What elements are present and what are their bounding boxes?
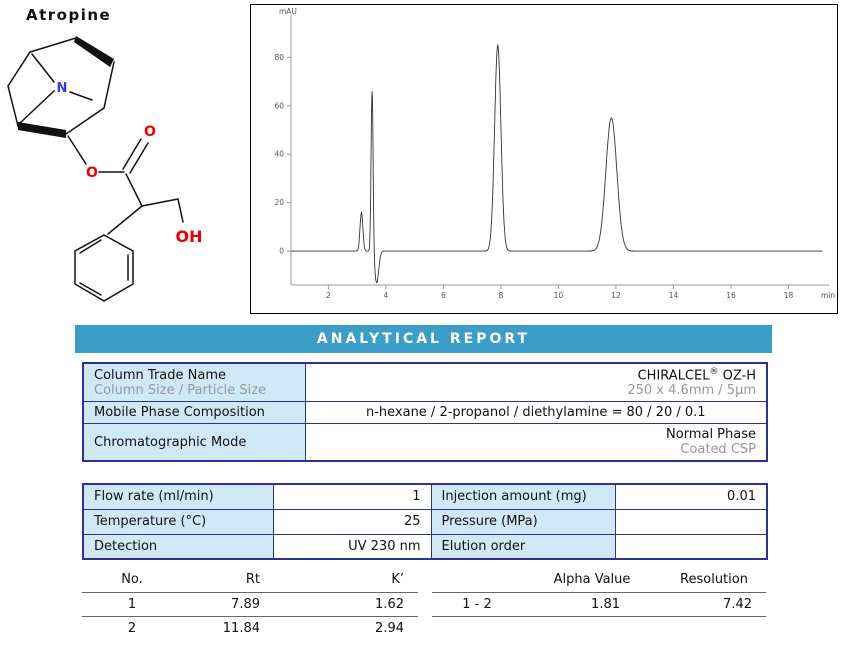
chromatogram-svg: 0 20 40 60 80 2 4 6 8 10 12 14 16 18 mAU min [274, 7, 835, 300]
molecule-title: Atropine [26, 6, 112, 24]
chromatographic-mode-value: Normal Phase Coated CSP [304, 423, 768, 462]
svg-text:60: 60 [274, 101, 284, 110]
pressure-label: Pressure (MPa) [430, 508, 616, 535]
detection-value: UV 230 nm [272, 533, 432, 560]
pressure-value [614, 508, 768, 535]
molecule-structure: N O O OH [7, 36, 203, 302]
wedge-bond-bottom [18, 122, 66, 138]
svg-text:18: 18 [784, 291, 794, 300]
table-row: Chromatographic Mode Normal Phase Coated… [82, 423, 768, 462]
elution-order-value [614, 533, 768, 560]
results-header-row: Alpha Value Resolution [432, 568, 766, 593]
parameters-table: Flow rate (ml/min) 1 Injection amount (m… [82, 483, 768, 560]
report-header: ANALYTICAL REPORT [75, 325, 772, 353]
svg-text:80: 80 [274, 53, 284, 62]
alpha-value-header: Alpha Value [522, 568, 662, 593]
table-row: Mobile Phase Composition n-hexane / 2-pr… [82, 401, 768, 425]
svg-text:2: 2 [326, 291, 331, 300]
svg-text:16: 16 [726, 291, 736, 300]
rt-header: Rt [182, 568, 300, 593]
temperature-value: 25 [272, 508, 432, 535]
detection-label: Detection [82, 533, 274, 560]
resolution-value: 7.42 [662, 592, 766, 617]
svg-text:20: 20 [274, 198, 284, 207]
svg-text:12: 12 [611, 291, 621, 300]
results-row-2: 2 11.84 2.94 [127, 620, 404, 636]
table-row: Detection UV 230 nm Elution order [82, 533, 768, 560]
svg-text:40: 40 [274, 150, 284, 159]
results-table-right: Alpha Value Resolution 1 - 2 1.81 7.42 [432, 568, 766, 640]
svg-text:0: 0 [279, 247, 284, 256]
chromatographic-mode-label: Chromatographic Mode [82, 423, 306, 462]
carbonyl-oxygen-label: O [144, 124, 156, 140]
no-header: No. [82, 568, 182, 593]
results-row-1: 1 7.89 1.62 [82, 592, 418, 617]
injection-amount-label: Injection amount (mg) [430, 483, 616, 510]
elution-order-label: Elution order [430, 533, 616, 560]
results-row-2 [432, 616, 766, 640]
svg-text:8: 8 [499, 291, 504, 300]
resolution-header: Resolution [662, 568, 766, 593]
mobile-phase-label: Mobile Phase Composition [82, 401, 306, 425]
column-trade-name-label: Column Trade Name Column Size / Particle… [82, 362, 306, 403]
x-axis-unit: min [821, 291, 835, 300]
table-row: Temperature (°C) 25 Pressure (MPa) [82, 508, 768, 535]
alpha-value: 1.81 [522, 592, 662, 617]
table-row: Flow rate (ml/min) 1 Injection amount (m… [82, 483, 768, 510]
svg-text:4: 4 [384, 291, 389, 300]
svg-text:10: 10 [554, 291, 564, 300]
chromatogram-trace [291, 43, 823, 284]
chromatogram-panel: 0 20 40 60 80 2 4 6 8 10 12 14 16 18 mAU min [250, 4, 838, 314]
y-axis-unit: mAU [279, 7, 297, 16]
svg-text:14: 14 [669, 291, 679, 300]
results-row-1: 1 - 2 1.81 7.42 [432, 592, 766, 617]
column-trade-name-value: CHIRALCEL® OZ-H 250 x 4.6mm / 5µm [304, 362, 768, 403]
wedge-bond-top [74, 36, 114, 67]
results-table-left: No. Rt K’ 1 7.89 1.62 2 11.84 2.94 [82, 568, 418, 640]
results-header-row: No. Rt K’ [82, 568, 418, 593]
flow-rate-value: 1 [272, 483, 432, 510]
svg-text:6: 6 [441, 291, 446, 300]
flow-rate-label: Flow rate (ml/min) [82, 483, 274, 510]
hydroxyl-label: OH [176, 227, 203, 246]
nitrogen-label: N [57, 81, 68, 96]
kprime-header: K’ [300, 568, 418, 593]
table-row: Column Trade Name Column Size / Particle… [82, 362, 768, 403]
ester-oxygen-label: O [86, 165, 98, 181]
mobile-phase-value: n-hexane / 2-propanol / diethylamine = 8… [304, 401, 768, 425]
injection-amount-value: 0.01 [614, 483, 768, 510]
results-section: No. Rt K’ 1 7.89 1.62 2 11.84 2.94 Alpha… [82, 568, 766, 640]
conditions-table: Column Trade Name Column Size / Particle… [82, 362, 768, 463]
peak-pair: 1 - 2 [432, 592, 522, 617]
temperature-label: Temperature (°C) [82, 508, 274, 535]
